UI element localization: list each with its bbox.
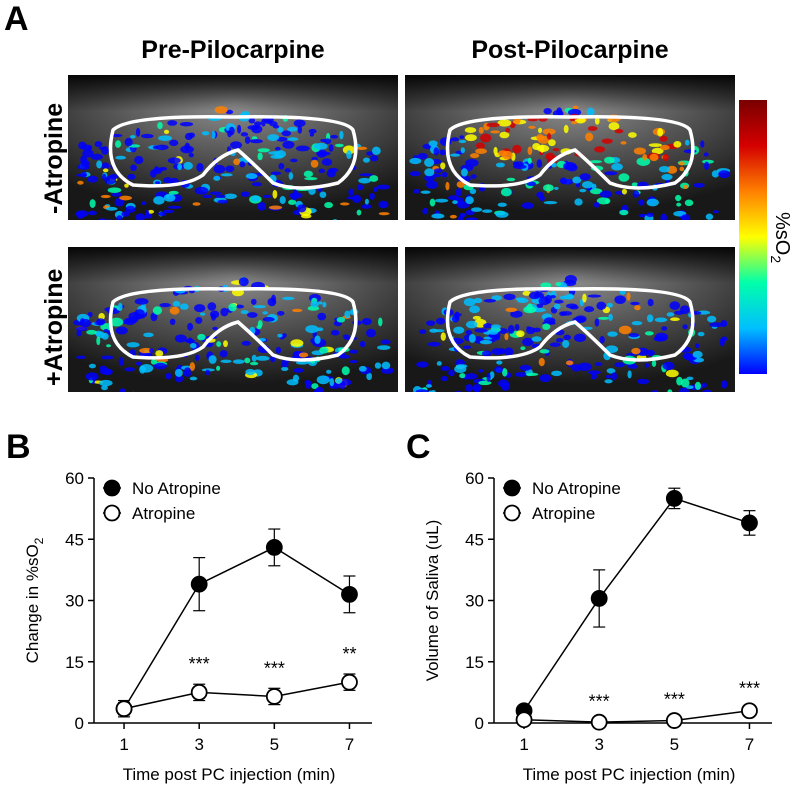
significance-marker: *** (264, 658, 285, 678)
data-point (115, 700, 133, 718)
x-axis-label: Time post PC injection (min) (523, 765, 736, 784)
y-axis-label: Volume of Saliva (uL) (423, 520, 442, 682)
significance-marker: *** (189, 654, 210, 674)
y-tick-label: 15 (465, 653, 484, 672)
series-line (524, 710, 750, 723)
x-tick-label: 1 (519, 735, 528, 754)
oxygenation-overlay (412, 274, 728, 392)
x-tick-label: 1 (119, 735, 128, 754)
significance-marker: *** (589, 691, 610, 711)
x-tick-label: 5 (270, 735, 279, 754)
row-label-plus-atropine: +Atropine (40, 268, 68, 386)
y-tick-label: 60 (65, 469, 84, 488)
series-line (123, 546, 350, 710)
column-title-post: Post-Pilocarpine (471, 36, 669, 64)
colorbar-label: %sO2 (768, 212, 793, 264)
y-tick-label: 45 (65, 530, 84, 549)
chart-c: C 0 15 30 45 60 1 3 5 7 Time post PC injection (mi… (406, 428, 772, 784)
image-post-minus-atropine (405, 75, 735, 220)
y-tick-label: 30 (465, 592, 484, 611)
data-point (741, 702, 758, 720)
data-point (341, 673, 358, 691)
x-tick-label: 5 (670, 735, 679, 754)
x-axis-label: Time post PC injection (min) (123, 765, 336, 784)
legend-marker (103, 479, 121, 497)
y-tick-label: 15 (65, 653, 84, 672)
chart-b: B 0 15 30 45 60 1 3 5 7 Time post PC injection (mi… (6, 428, 372, 784)
y-tick-label: 45 (465, 530, 484, 549)
gland-outline (108, 115, 358, 190)
colorbar (739, 100, 767, 374)
gland-outline (108, 287, 358, 362)
y-tick-label: 0 (75, 714, 84, 733)
data-point (665, 490, 683, 507)
data-point (265, 539, 283, 556)
x-tick-label: 7 (745, 735, 754, 754)
data-point (515, 711, 533, 729)
data-point (190, 683, 208, 701)
image-post-plus-atropine (405, 247, 735, 392)
row-label-minus-atropine: -Atropine (40, 102, 68, 214)
y-tick-label: 0 (475, 714, 484, 733)
panel-letter: B (6, 428, 31, 466)
image-pre-minus-atropine (68, 75, 398, 220)
significance-marker: ** (342, 644, 356, 664)
oxygenation-overlay (75, 106, 391, 220)
legend-marker (503, 479, 521, 497)
legend-marker (503, 504, 521, 522)
data-point (265, 688, 283, 705)
panel-a-letter: A (4, 0, 29, 38)
legend-marker (103, 504, 121, 522)
series-line (523, 497, 750, 712)
data-point (590, 590, 608, 607)
x-tick-label: 7 (345, 735, 354, 754)
y-axis-label: Change in %sO2 (23, 537, 46, 663)
x-tick-label: 3 (194, 735, 203, 754)
gland-outline (445, 287, 695, 362)
data-point (341, 585, 358, 603)
data-point (190, 575, 208, 593)
significance-marker: *** (739, 679, 760, 699)
panel-letter: C (406, 428, 431, 466)
oxygenation-overlay (409, 105, 731, 220)
image-pre-plus-atropine (68, 247, 398, 392)
series-line (123, 681, 350, 710)
y-tick-label: 30 (65, 592, 84, 611)
data-point (741, 514, 758, 532)
data-point (665, 712, 683, 729)
legend-label: No Atropine (132, 479, 221, 498)
data-point (590, 713, 608, 731)
gland-outline (445, 115, 695, 190)
y-tick-label: 60 (465, 469, 484, 488)
significance-marker: *** (664, 689, 685, 709)
legend-label: No Atropine (532, 479, 621, 498)
x-tick-label: 3 (594, 735, 603, 754)
column-title-pre: Pre-Pilocarpine (141, 36, 325, 64)
legend-label: Atropine (132, 504, 195, 523)
legend-label: Atropine (532, 504, 595, 523)
